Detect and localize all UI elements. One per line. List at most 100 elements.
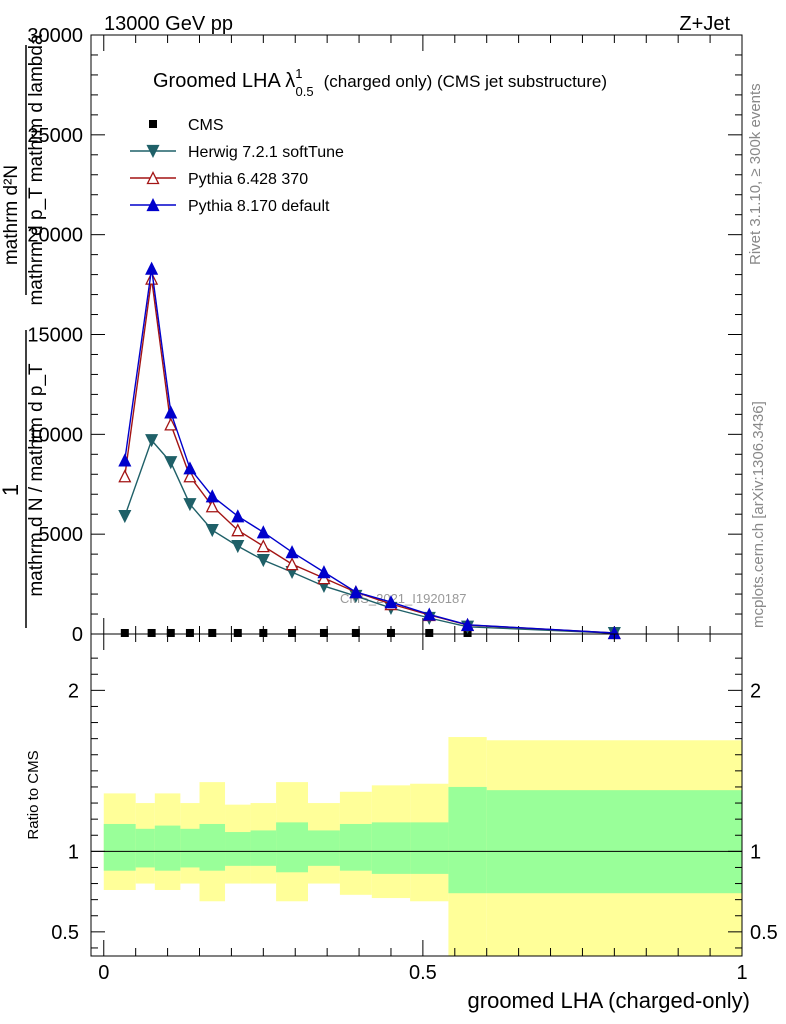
ratio-ytick-label: 1 bbox=[68, 841, 79, 863]
ratio-stat-band bbox=[154, 825, 181, 871]
chart-title-sup: 1 bbox=[295, 66, 302, 81]
data-point bbox=[288, 628, 297, 637]
main-ytick-label: 5000 bbox=[39, 524, 84, 546]
data-point bbox=[183, 498, 197, 512]
data-point bbox=[118, 469, 132, 483]
ratio-stat-band bbox=[486, 790, 742, 894]
ratio-ytick-label: 2 bbox=[68, 680, 79, 702]
ratio-stat-band bbox=[308, 830, 340, 866]
ratio-stat-band bbox=[371, 822, 411, 874]
ratio-stat-band bbox=[225, 832, 251, 866]
ratio-ylabel: Ratio to CMS bbox=[25, 750, 42, 839]
legend: CMS Herwig 7.2.1 softTune Pythia 6.428 370… bbox=[130, 117, 344, 215]
ratio-stat-band bbox=[448, 786, 487, 894]
series-line bbox=[124, 438, 615, 634]
legend-entry: CMS bbox=[149, 117, 224, 134]
data-point bbox=[233, 628, 242, 637]
data-point bbox=[164, 417, 178, 431]
data-point bbox=[208, 628, 217, 637]
data-point bbox=[256, 553, 270, 568]
series-pythia-6-428-370 bbox=[118, 271, 621, 640]
process-label: Z+Jet bbox=[679, 13, 730, 35]
ratio-stat-band bbox=[250, 830, 277, 866]
energy-label: 13000 GeV pp bbox=[104, 13, 233, 35]
ratio-xtick-label: 0 bbox=[98, 962, 109, 984]
data-point bbox=[166, 628, 175, 637]
ylabel-main: 1 bbox=[0, 484, 23, 496]
data-point bbox=[205, 489, 219, 503]
series-line bbox=[124, 278, 615, 634]
main-ytick-label: 30000 bbox=[27, 25, 83, 47]
data-point bbox=[205, 499, 219, 513]
data-point bbox=[120, 629, 129, 637]
ratio-stat-band bbox=[135, 828, 155, 868]
legend-marker bbox=[149, 120, 157, 128]
series-line bbox=[124, 268, 615, 634]
ratio-frame bbox=[90, 633, 743, 957]
main-ytick-label: 25000 bbox=[27, 125, 83, 147]
ratio-ytick-label-right: 1 bbox=[750, 841, 761, 863]
ratio-ytick-label-right: 2 bbox=[750, 680, 761, 702]
data-point bbox=[317, 565, 331, 579]
data-point bbox=[145, 261, 159, 275]
main-yticks: 0 5000 10000 15000 20000 25000 30000 bbox=[27, 25, 742, 646]
legend-label: Pythia 8.170 default bbox=[188, 198, 330, 215]
legend-label: CMS bbox=[188, 117, 224, 134]
data-point bbox=[205, 524, 219, 538]
xlabel: groomed LHA (charged-only) bbox=[468, 988, 750, 1013]
ylabel-numerator: mathrm d²N bbox=[1, 165, 22, 265]
legend-marker bbox=[146, 144, 160, 158]
data-point bbox=[118, 510, 132, 524]
data-point bbox=[183, 469, 197, 483]
data-point bbox=[145, 434, 159, 448]
data-point bbox=[319, 628, 328, 637]
ratio-bands bbox=[103, 737, 742, 956]
chart-title-rest: (charged only) (CMS jet substructure) bbox=[324, 72, 607, 91]
data-point bbox=[386, 628, 395, 637]
series-pythia-8-170-default bbox=[118, 261, 621, 640]
mcplots-label: mcplots.cern.ch [arXiv:1306.3436] bbox=[750, 401, 767, 628]
data-point bbox=[231, 523, 245, 537]
chart-title-main: Groomed LHA λ bbox=[153, 70, 295, 92]
series-layer bbox=[118, 261, 621, 641]
data-point bbox=[425, 628, 434, 637]
data-point bbox=[256, 525, 270, 539]
ylabel-denominator: mathrm d N / mathrm d p_T bbox=[26, 363, 47, 597]
ratio-xtick-label: 0.5 bbox=[409, 962, 437, 984]
data-point bbox=[259, 628, 268, 637]
data-point bbox=[147, 628, 156, 637]
data-point bbox=[164, 405, 178, 419]
ylabel-numerator-denominator: mathrm d p_T mathrm d lambda bbox=[26, 34, 47, 305]
watermark: CMS_2021_I1920187 bbox=[340, 591, 467, 606]
legend-entry: Pythia 8.170 default bbox=[130, 198, 330, 215]
main-ytick-label: 0 bbox=[72, 624, 83, 646]
ratio-stat-band bbox=[410, 822, 449, 874]
data-point bbox=[351, 628, 360, 637]
rivet-label: Rivet 3.1.10, ≥ 300k events bbox=[747, 83, 764, 265]
series-herwig-7-2-1-softtune bbox=[118, 434, 621, 641]
legend-entry: Herwig 7.2.1 softTune bbox=[130, 144, 344, 161]
data-point bbox=[285, 545, 299, 559]
ratio-ytick-label: 0.5 bbox=[51, 922, 79, 944]
legend-marker bbox=[146, 171, 160, 185]
ratio-stat-band bbox=[199, 823, 226, 871]
ratio-ytick-label-right: 0.5 bbox=[750, 922, 778, 944]
data-point bbox=[231, 539, 245, 554]
main-ytick-label: 10000 bbox=[27, 424, 83, 446]
legend-marker bbox=[146, 198, 160, 212]
ratio-yticks: 0.5 0.5 1 1 2 2 bbox=[51, 657, 778, 949]
ratio-xticks: 0 0.5 1 bbox=[98, 634, 748, 984]
data-point bbox=[183, 461, 197, 475]
chart-title-sub: 0.5 bbox=[296, 84, 314, 99]
data-point bbox=[118, 453, 132, 467]
ratio-stat-band bbox=[276, 822, 308, 873]
data-point bbox=[185, 628, 194, 637]
data-point bbox=[145, 271, 159, 285]
legend-entry: Pythia 6.428 370 bbox=[130, 171, 308, 188]
data-point bbox=[384, 595, 398, 609]
chart-title: Groomed LHA λ1 0.5 (charged only) (CMS jet… bbox=[153, 66, 607, 99]
data-point bbox=[231, 509, 245, 523]
data-point bbox=[285, 557, 299, 571]
ratio-stat-band bbox=[103, 823, 136, 871]
